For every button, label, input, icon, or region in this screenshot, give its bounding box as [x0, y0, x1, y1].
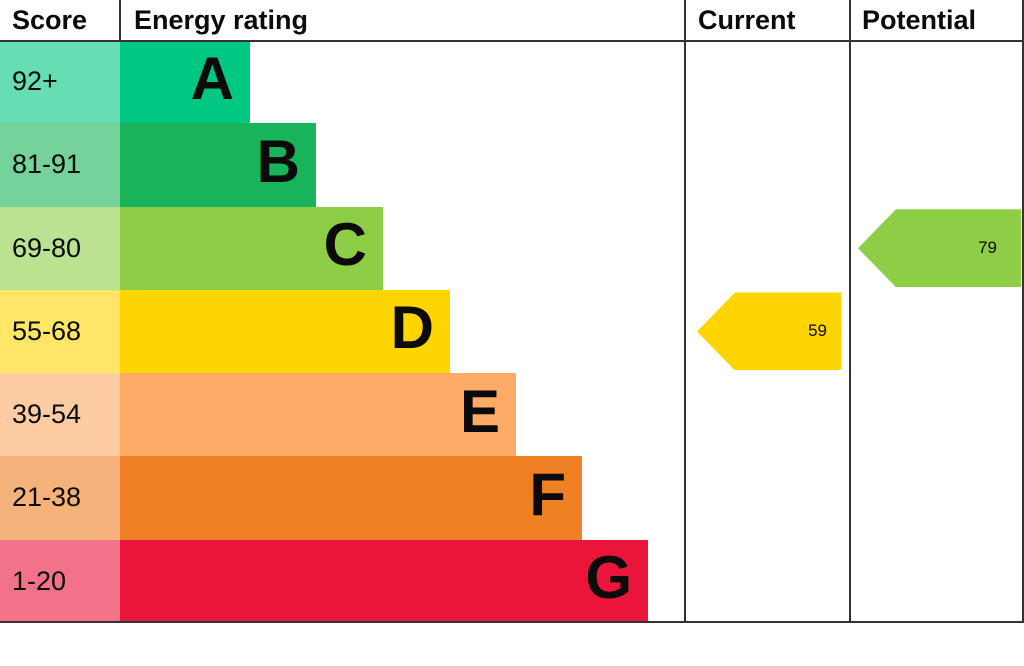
band-bar: D — [120, 289, 450, 374]
score-range: 81-91 — [0, 123, 120, 207]
band-letter: B — [256, 127, 300, 195]
current-column-header: Current — [698, 4, 796, 35]
score-range: 39-54 — [0, 373, 120, 457]
band-letter: F — [529, 460, 566, 528]
band-letter: D — [390, 294, 434, 362]
potential-rating-arrow: 79 — [858, 209, 1021, 288]
chart-bottom-line — [0, 621, 1024, 623]
band-row-a: 92+ A — [0, 40, 1024, 124]
score-range: 21-38 — [0, 456, 120, 540]
band-rows: 92+ A 81-91 B 69-80 C 55-68 D 39-54 E 21… — [0, 40, 1024, 623]
band-letter: A — [190, 44, 234, 112]
potential-column-header: Potential — [862, 4, 977, 35]
potential-column-divider-line — [849, 0, 851, 623]
band-bar: B — [120, 123, 316, 207]
band-bar: E — [120, 373, 516, 457]
score-range: 1-20 — [0, 539, 120, 623]
score-column-header: Score — [12, 4, 88, 35]
band-letter: E — [459, 377, 500, 445]
right-border-line — [1022, 0, 1024, 623]
band-row-f: 21-38 F — [0, 456, 1024, 540]
score-range: 69-80 — [0, 206, 120, 290]
band-row-c: 69-80 C — [0, 206, 1024, 290]
band-row-b: 81-91 B — [0, 123, 1024, 207]
band-row-e: 39-54 E — [0, 373, 1024, 457]
current-column-divider-line — [684, 0, 686, 623]
current-rating-value: 59 — [808, 321, 827, 341]
score-column-divider-line — [119, 0, 121, 40]
band-letter: C — [323, 211, 367, 279]
band-bar: C — [120, 206, 383, 290]
band-bar: A — [120, 40, 250, 124]
band-row-d: 55-68 D — [0, 289, 1024, 374]
band-letter: G — [585, 544, 632, 612]
header-divider-line — [0, 40, 1024, 42]
score-range: 55-68 — [0, 289, 120, 374]
band-bar: F — [120, 456, 582, 540]
score-range: 92+ — [0, 40, 120, 124]
potential-rating-value: 79 — [978, 238, 997, 258]
energy-rating-column-header: Energy rating — [134, 4, 309, 35]
band-row-g: 1-20 G — [0, 539, 1024, 623]
band-bar: G — [120, 539, 648, 623]
